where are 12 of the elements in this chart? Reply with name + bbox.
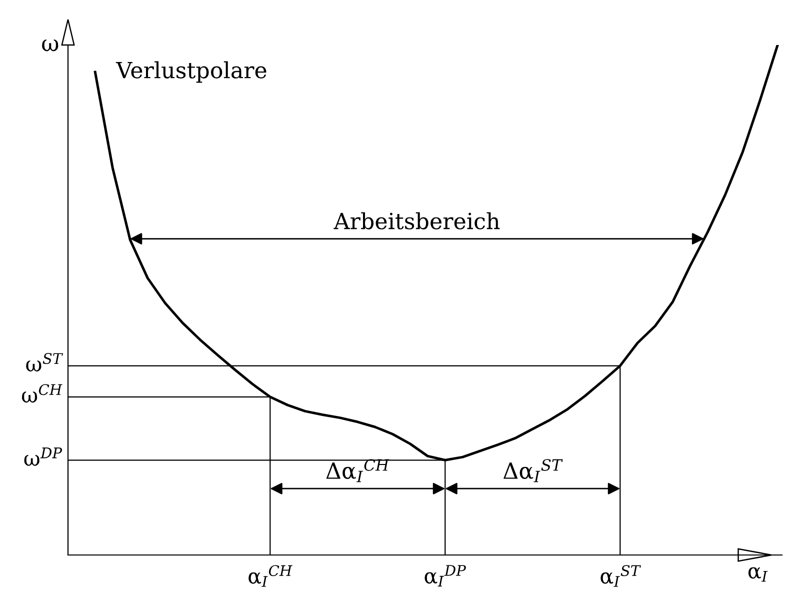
x-tick-label: α$_{I}$$^{ST}$: [600, 565, 641, 587]
annotation: Verlustpolare: [116, 61, 266, 83]
ref-line-label: ω$^{ST}$: [26, 352, 64, 372]
y-axis-title: ω: [42, 40, 58, 52]
annotation: Δα$_{I}$$^{ST}$: [503, 459, 563, 482]
annotation: Arbeitsbereich: [334, 212, 500, 230]
ref-line-label: ω$^{DP}$: [24, 448, 62, 466]
annotation: Δα$_{I}$$^{CH}$: [326, 459, 390, 482]
ref-line-label: ω$^{CH}$: [22, 384, 62, 403]
x-tick-label: α$_{I}$$^{DP}$: [424, 565, 466, 587]
x-axis-title: α$_{I}$: [748, 567, 768, 582]
x-tick-label: α$_{I}$$^{CH}$: [248, 565, 292, 587]
